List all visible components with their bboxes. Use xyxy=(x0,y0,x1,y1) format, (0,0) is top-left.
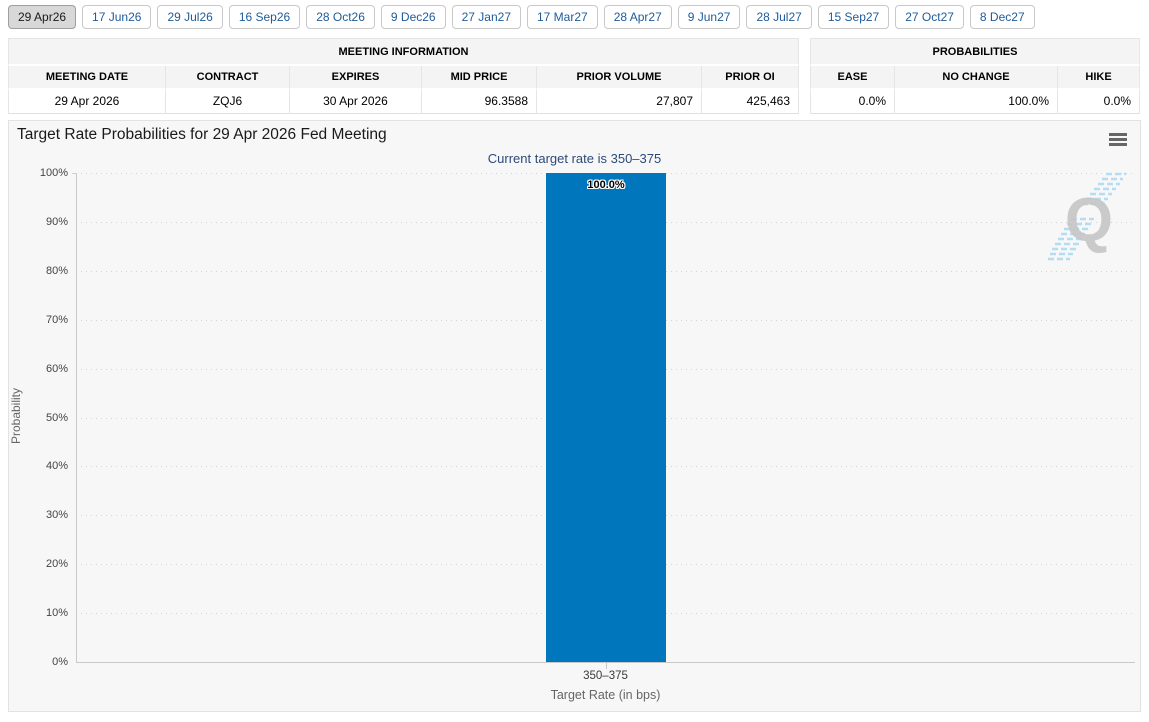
col-ease: EASE xyxy=(810,66,895,90)
contract-value: ZQJ6 xyxy=(166,90,290,114)
y-axis-labels: 100% 90% 80% 70% 60% 50% 40% 30% 20% 10%… xyxy=(9,167,72,668)
col-no-change: NO CHANGE xyxy=(895,66,1058,90)
tab-29-apr26[interactable]: 29 Apr26 xyxy=(8,5,77,29)
col-prior-oi: PRIOR OI xyxy=(702,66,799,90)
y-tick-label: 80% xyxy=(45,264,68,277)
tab-28-jul27[interactable]: 28 Jul27 xyxy=(746,5,812,29)
y-tick-mark xyxy=(72,173,76,174)
x-axis-title: Target Rate (in bps) xyxy=(550,688,661,702)
y-tick-label: 70% xyxy=(45,313,68,326)
prior-volume-value: 27,807 xyxy=(537,90,702,114)
chart-subtitle: Current target rate is 350–375 xyxy=(487,151,662,166)
meeting-information-header: MEETING INFORMATION xyxy=(8,38,799,66)
chart-context-menu-button[interactable] xyxy=(1106,129,1130,149)
probabilities-column-header-row: EASE NO CHANGE HIKE xyxy=(810,66,1141,90)
y-tick-label: 0% xyxy=(52,656,68,668)
col-prior-volume: PRIOR VOLUME xyxy=(537,66,702,90)
probabilities-header: PROBABILITIES xyxy=(810,38,1141,66)
y-axis-line xyxy=(76,173,77,662)
y-tick-label: 20% xyxy=(45,558,68,571)
tab-9-jun27[interactable]: 9 Jun27 xyxy=(677,5,741,29)
meeting-info-column-header-row: MEETING DATE CONTRACT EXPIRES MID PRICE … xyxy=(8,66,799,90)
hamburger-icon xyxy=(1109,132,1127,136)
tab-15-sep27[interactable]: 15 Sep27 xyxy=(817,5,890,29)
y-tick-label: 100% xyxy=(39,167,68,179)
y-tick-label: 10% xyxy=(45,607,68,620)
ease-value: 0.0% xyxy=(810,90,895,114)
probabilities-row: 0.0% 100.0% 0.0% xyxy=(810,90,1141,114)
tab-9-dec26[interactable]: 9 Dec26 xyxy=(380,5,446,29)
bar-data-label: 100.0% xyxy=(587,179,625,191)
tab-28-apr27[interactable]: 28 Apr27 xyxy=(603,5,672,29)
x-category-label: 350–375 xyxy=(583,670,628,682)
chart-title: Target Rate Probabilities for 29 Apr 202… xyxy=(17,126,387,143)
probability-bar-350-375[interactable]: 100.0% xyxy=(546,173,666,662)
hamburger-icon xyxy=(1109,142,1127,146)
no-change-value: 100.0% xyxy=(895,90,1058,114)
col-contract: CONTRACT xyxy=(166,66,290,90)
meeting-info-row: 29 Apr 2026 ZQJ6 30 Apr 2026 96.3588 27,… xyxy=(8,90,799,114)
tab-16-sep26[interactable]: 16 Sep26 xyxy=(228,5,301,29)
y-tick-label: 60% xyxy=(45,362,68,375)
col-mid-price: MID PRICE xyxy=(422,66,537,90)
hamburger-icon xyxy=(1109,137,1127,141)
y-tick-label: 50% xyxy=(45,411,68,424)
tab-17-jun26[interactable]: 17 Jun26 xyxy=(82,5,152,29)
summary-tables: MEETING INFORMATION MEETING DATE CONTRAC… xyxy=(8,38,1141,114)
tab-28-oct26[interactable]: 28 Oct26 xyxy=(306,5,375,29)
prior-oi-value: 425,463 xyxy=(702,90,799,114)
plot-area: 100.0% xyxy=(72,173,1135,669)
tab-27-jan27[interactable]: 27 Jan27 xyxy=(451,5,521,29)
col-meeting-date: MEETING DATE xyxy=(8,66,166,90)
tab-8-dec27[interactable]: 8 Dec27 xyxy=(969,5,1035,29)
y-tick-label: 90% xyxy=(45,215,68,228)
y-tick-label: 30% xyxy=(45,509,68,522)
svg-text:Q: Q xyxy=(1065,186,1113,255)
quikstrike-q-logo-icon: Q xyxy=(1042,167,1132,267)
x-tick-mark xyxy=(606,663,607,669)
tab-27-oct27[interactable]: 27 Oct27 xyxy=(895,5,964,29)
probabilities-table: PROBABILITIES EASE NO CHANGE HIKE 0.0% 1… xyxy=(810,38,1141,114)
y-axis-title: Probability xyxy=(9,387,23,445)
expires-value: 30 Apr 2026 xyxy=(290,90,422,114)
meeting-date-value: 29 Apr 2026 xyxy=(8,90,166,114)
y-tick-label: 40% xyxy=(45,460,68,473)
meeting-information-table: MEETING INFORMATION MEETING DATE CONTRAC… xyxy=(8,38,799,114)
tab-17-mar27[interactable]: 17 Mar27 xyxy=(527,5,598,29)
col-expires: EXPIRES xyxy=(290,66,422,90)
target-rate-probabilities-chart: Target Rate Probabilities for 29 Apr 202… xyxy=(8,120,1141,712)
col-hike: HIKE xyxy=(1058,66,1141,90)
meeting-date-tabs: 29 Apr26 17 Jun26 29 Jul26 16 Sep26 28 O… xyxy=(0,0,1149,29)
x-axis-line xyxy=(76,662,1135,663)
mid-price-value: 96.3588 xyxy=(422,90,537,114)
hike-value: 0.0% xyxy=(1058,90,1141,114)
tab-29-jul26[interactable]: 29 Jul26 xyxy=(157,5,223,29)
